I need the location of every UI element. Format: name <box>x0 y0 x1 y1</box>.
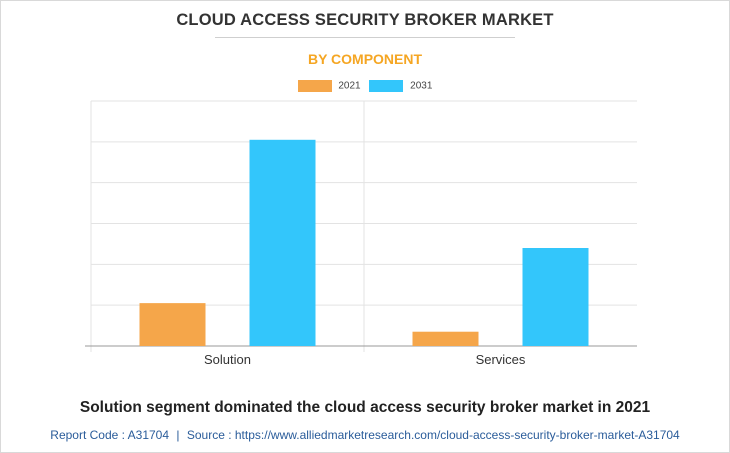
legend-item-2031: 2031 <box>369 80 432 92</box>
bar-chart: Solution Services <box>85 100 637 367</box>
footer-separator: | <box>176 428 180 442</box>
bar-2021-services <box>412 331 479 346</box>
legend: 2021 2031 <box>0 80 730 92</box>
bar-2031-solution <box>249 139 316 346</box>
legend-label-2021: 2021 <box>338 80 361 92</box>
bar-2021-solution <box>139 303 206 346</box>
legend-label-2031: 2031 <box>410 80 433 92</box>
legend-swatch-2021 <box>297 80 332 92</box>
footer-headline: Solution segment dominated the cloud acc… <box>79 399 651 416</box>
x-tick-label-solution: Solution <box>204 352 251 367</box>
chart-title: CLOUD ACCESS SECURITY BROKER MARKET <box>176 11 554 29</box>
bar-2031-services <box>522 248 589 346</box>
source-link[interactable]: Source : https://www.alliedmarketresearc… <box>186 428 680 442</box>
chart-subtitle: BY COMPONENT <box>307 51 423 67</box>
report-code: Report Code : A31704 <box>50 428 170 442</box>
footer-source-line: Report Code : A31704 | Source : https://… <box>0 428 730 442</box>
title-divider <box>215 37 515 38</box>
legend-item-2021: 2021 <box>297 80 361 92</box>
legend-swatch-2031 <box>369 80 404 92</box>
x-tick-label-services: Services <box>476 352 526 367</box>
